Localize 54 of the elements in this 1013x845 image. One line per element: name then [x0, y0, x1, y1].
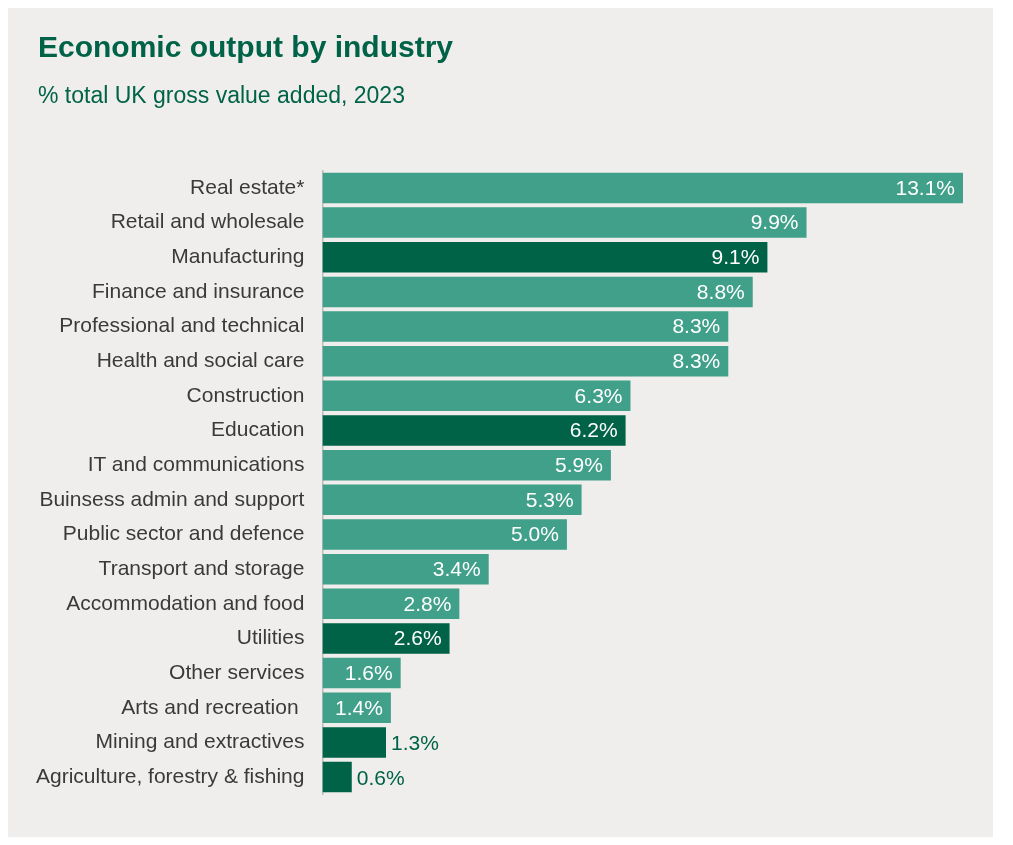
chart-subtitle: % total UK gross value added, 2023 — [38, 82, 405, 109]
y-tick-label: Professional and technical — [59, 313, 305, 337]
chart-title: Economic output by industry — [38, 30, 454, 64]
data-label: 1.4% — [335, 695, 383, 719]
data-label: 2.8% — [403, 591, 452, 615]
y-tick-label: Real estate* — [190, 174, 305, 198]
bar — [322, 623, 450, 654]
data-label: 6.3% — [574, 383, 623, 407]
data-label: 1.3% — [391, 731, 439, 755]
y-tick-label: Arts and recreation — [121, 694, 305, 718]
y-tick-label: Utilities — [236, 625, 305, 649]
data-label: 5.9% — [555, 452, 603, 476]
y-tick-label: Agriculture, forestry & fishing — [36, 763, 305, 787]
data-label: 8.3% — [672, 349, 721, 372]
bar — [322, 727, 386, 758]
bar — [322, 241, 768, 273]
y-tick-label: Public sector and defence — [62, 521, 305, 545]
data-label: 13.1% — [895, 175, 955, 199]
bar — [322, 553, 489, 585]
y-tick-label: Transport and storage — [98, 555, 305, 579]
bar — [322, 345, 729, 377]
data-label: 1.6% — [344, 660, 393, 684]
y-tick-label: Retail and wholesale — [110, 209, 305, 233]
y-tick-label: Construction — [186, 382, 305, 406]
y-tick-label: Buinsess admin and support — [39, 486, 305, 510]
bar — [322, 311, 729, 342]
y-tick-label: Health and social care — [96, 348, 305, 371]
bar — [322, 415, 626, 446]
y-tick-label: Manufacturing — [171, 244, 305, 268]
data-label: 5.3% — [525, 487, 574, 511]
data-label: 2.6% — [393, 626, 442, 650]
bar — [322, 207, 807, 238]
bar — [322, 276, 753, 308]
data-label: 9.9% — [750, 210, 799, 234]
data-label: 6.2% — [569, 418, 618, 442]
y-tick-label: Other services — [169, 659, 305, 683]
y-tick-label: Finance and insurance — [91, 278, 305, 302]
y-tick-label: Education — [211, 417, 305, 441]
data-label: 8.8% — [696, 279, 745, 303]
bar — [322, 449, 611, 481]
bar — [322, 588, 460, 620]
bar — [322, 484, 582, 516]
data-label: 8.3% — [672, 314, 721, 338]
bar — [322, 380, 631, 412]
data-label: 3.4% — [432, 556, 481, 580]
y-tick-label: Accommodation and food — [66, 590, 305, 614]
data-label: 9.1% — [711, 245, 760, 269]
data-label: 0.6% — [356, 765, 405, 789]
bar — [322, 519, 567, 550]
y-tick-label: IT and communications — [87, 451, 305, 475]
data-label: 5.0% — [511, 522, 559, 546]
y-tick-label: Mining and extractives — [95, 729, 305, 753]
bar — [322, 172, 963, 204]
bar — [322, 761, 352, 793]
